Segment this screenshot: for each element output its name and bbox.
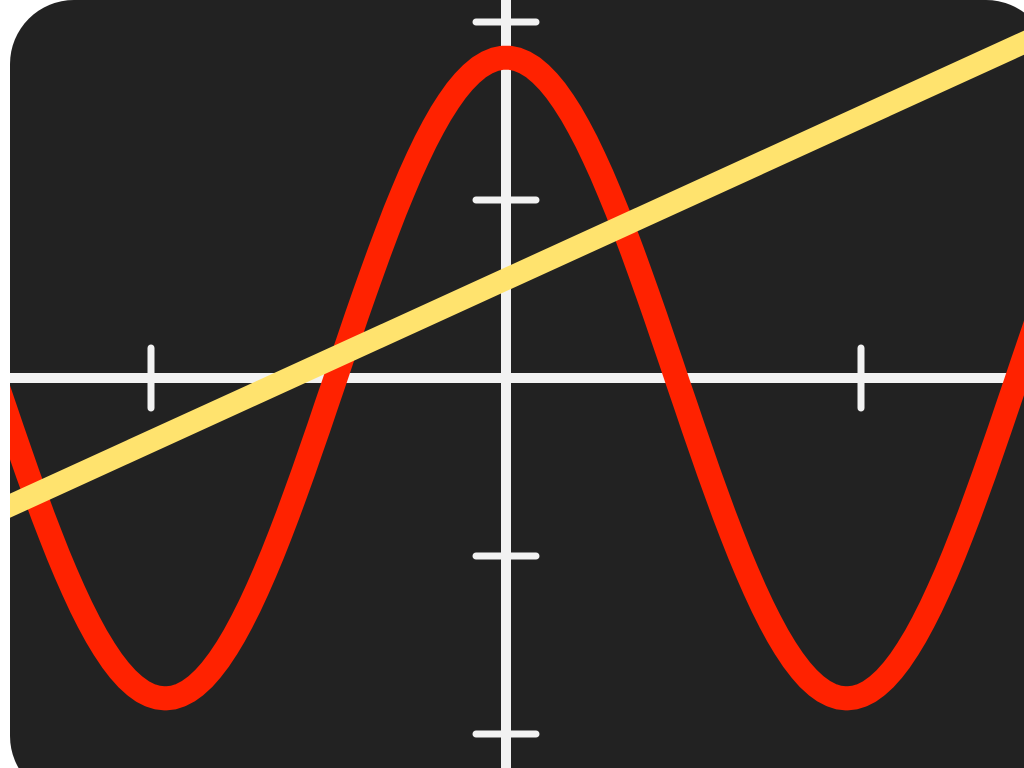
linear-function-line <box>10 0 1024 562</box>
cosine-wave-curve <box>10 45 1024 711</box>
